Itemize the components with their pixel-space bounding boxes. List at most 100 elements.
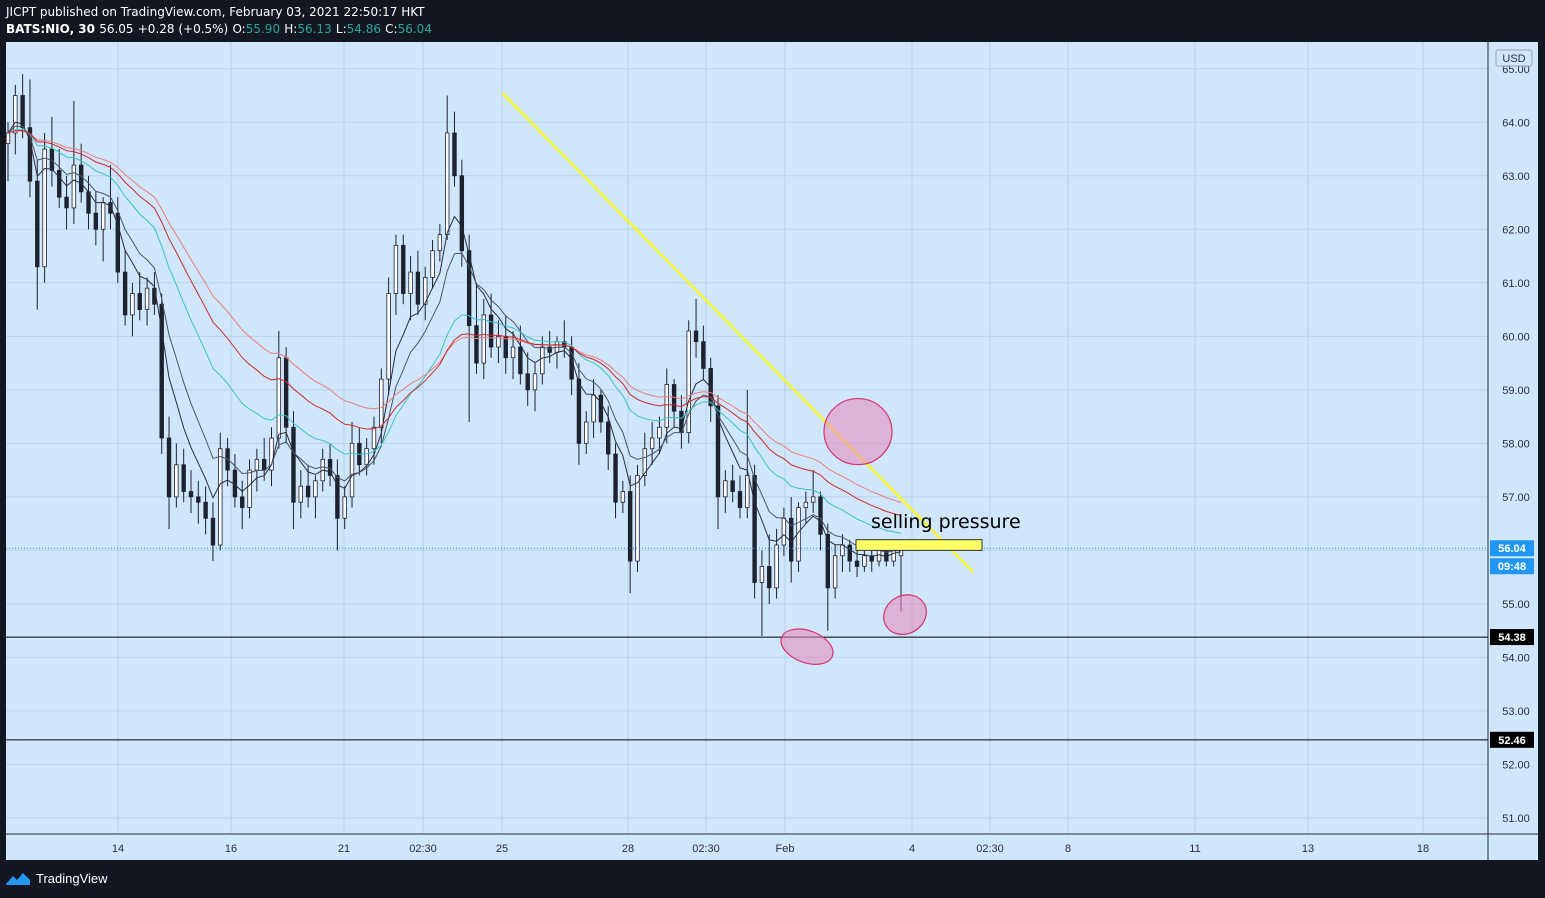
price-chart[interactable]: 14 16 21 02:30 25 28 02:30 Feb 4 02:30 8 11 13 18 65.0…: [6, 42, 1538, 860]
open-label: O:: [232, 22, 246, 36]
y-tick-label: 61.00: [1502, 278, 1530, 290]
candle-body: [767, 566, 772, 589]
highlight-circle: [780, 628, 834, 665]
close-label: C:: [385, 22, 398, 36]
selling-pressure-label: selling pressure: [871, 511, 1021, 533]
candle-body: [525, 373, 530, 391]
candle-body: [122, 271, 128, 316]
candle-body: [342, 496, 347, 519]
candle-body: [93, 212, 99, 230]
candle-body: [701, 341, 706, 369]
candle-body: [832, 555, 838, 589]
tradingview-footer: TradingView: [6, 871, 108, 886]
candle-body: [415, 271, 421, 305]
candle-body: [247, 469, 252, 508]
low-label: L:: [335, 22, 347, 36]
candle-body: [847, 544, 852, 562]
candle-body: [335, 475, 340, 519]
x-tick-label: 02:30: [692, 843, 720, 855]
symbol-label[interactable]: BATS:NIO, 30: [6, 22, 96, 36]
candle-body: [518, 346, 523, 375]
x-tick-label: 8: [1065, 843, 1071, 855]
chart-pane[interactable]: 14 16 21 02:30 25 28 02:30 Feb 4 02:30 8 11 13 18 65.0…: [6, 42, 1538, 860]
candle-body: [174, 464, 179, 498]
y-tick-label: 53.00: [1502, 706, 1530, 718]
x-tick-label: 28: [622, 843, 634, 855]
support-price-label: 52.46: [1498, 735, 1526, 747]
candle-body: [261, 459, 267, 471]
candle-body: [364, 448, 369, 466]
candle-body: [452, 132, 457, 177]
candle-body: [869, 555, 874, 562]
candle-body: [693, 330, 699, 343]
candle-body: [584, 421, 589, 444]
y-tick-label: 59.00: [1502, 385, 1530, 397]
tradingview-brand: TradingView: [36, 871, 108, 886]
last-price-label: 56.04: [1498, 543, 1526, 555]
candle-body: [210, 517, 216, 546]
ma-line-fast: [7, 121, 902, 558]
price-change: +0.28 (+0.5%): [137, 22, 229, 36]
x-tick-label: 14: [112, 843, 124, 855]
close-value: 56.04: [397, 22, 432, 36]
x-tick-label: 02:30: [976, 843, 1004, 855]
candle-body: [166, 437, 172, 498]
candle-body: [349, 442, 355, 498]
candle-body: [27, 127, 33, 182]
ohlc-legend: BATS:NIO, 30 56.05 +0.28 (+0.5%) O:55.90…: [6, 22, 432, 36]
candle-body: [642, 448, 648, 476]
selling-pressure-box: [855, 539, 983, 551]
y-tick-label: 52.00: [1502, 759, 1530, 771]
candle-body: [781, 517, 787, 546]
x-tick-label: 4: [909, 843, 915, 855]
highlight-circle: [823, 397, 893, 466]
support-price-tag: [1490, 629, 1534, 646]
candle-body: [86, 191, 91, 214]
tradingview-logo-icon: [6, 872, 30, 885]
candle-body: [108, 202, 113, 214]
candle-body: [386, 293, 391, 380]
candle-body: [57, 170, 62, 198]
candle-body: [752, 475, 757, 583]
y-tick-label: 63.00: [1502, 171, 1530, 183]
candle-body: [100, 202, 106, 230]
candle-body: [437, 234, 443, 252]
last-price-tag: [1490, 540, 1534, 557]
x-tick-label: 25: [496, 843, 508, 855]
candle-body: [6, 132, 11, 145]
x-tick-label: 02:30: [409, 843, 437, 855]
candle-body: [627, 491, 633, 562]
candle-body: [313, 480, 318, 498]
candle-body: [496, 335, 501, 348]
candle-body: [276, 357, 282, 439]
x-tick-label: 18: [1417, 843, 1429, 855]
candle-body: [803, 501, 809, 508]
candle-body: [810, 496, 816, 503]
candle-body: [13, 95, 18, 134]
candle-body: [854, 560, 860, 567]
candle-body: [379, 378, 384, 428]
y-tick-label: 65.00: [1502, 64, 1530, 76]
candle-body: [305, 485, 311, 498]
candle-body: [635, 475, 640, 562]
candle-body: [488, 314, 494, 348]
candle-body: [840, 544, 845, 557]
candle-body: [188, 491, 194, 498]
candle-body: [532, 373, 538, 391]
high-value: 56.13: [297, 22, 332, 36]
candle-body: [745, 475, 750, 508]
x-tick-label: 11: [1189, 843, 1200, 855]
x-tick-label: 16: [225, 843, 237, 855]
x-tick-label: 13: [1302, 843, 1314, 855]
candle-body: [430, 250, 435, 278]
candle-body: [723, 480, 728, 498]
candle-body: [64, 196, 69, 209]
candle-body: [481, 314, 486, 364]
candle-body: [408, 271, 413, 294]
ma-line-teal: [7, 128, 902, 534]
candle-body: [862, 555, 867, 567]
candle-body: [825, 533, 831, 589]
ma-line-red: [7, 129, 902, 517]
candle-body: [401, 244, 406, 294]
y-tick-label: 62.00: [1502, 224, 1530, 236]
